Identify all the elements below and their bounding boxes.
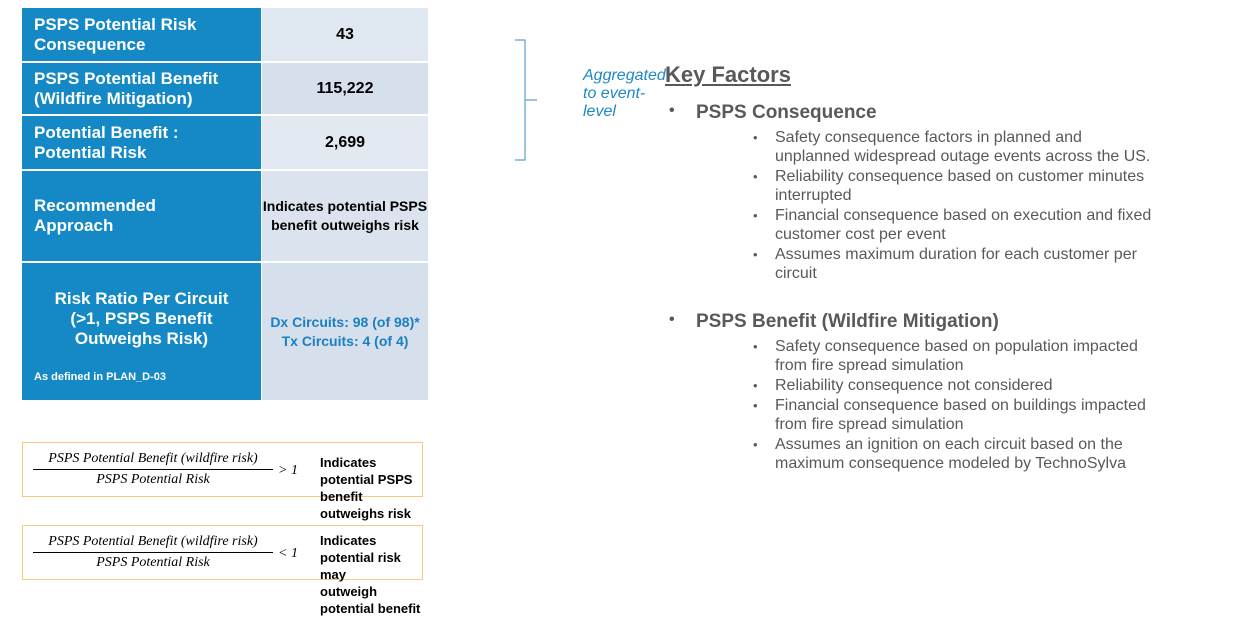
- item-line: maximum consequence modeled by TechnoSyl…: [775, 455, 1127, 472]
- bullet: •: [669, 311, 675, 328]
- factor-item: • Assumes an ignition on each circuit bas…: [665, 435, 1245, 473]
- factor-item: • Safety consequence factors in planned a…: [665, 128, 1245, 166]
- bullet: •: [753, 339, 758, 354]
- aggregation-note: Aggregated to event-level: [583, 67, 666, 121]
- label-line: Potential Benefit :: [34, 122, 179, 142]
- bullet: •: [753, 398, 758, 413]
- item-line: Financial consequence based on execution…: [775, 207, 1152, 224]
- row-value: 2,699: [262, 116, 428, 169]
- value-line: Dx Circuits: 98 (of 98)*: [270, 313, 420, 330]
- group-heading: • PSPS Benefit (Wildfire Mitigation): [665, 311, 1245, 333]
- row-value: 43: [262, 8, 428, 61]
- row-label: Risk Ratio Per Circuit (>1, PSPS Benefit O…: [22, 263, 261, 400]
- value-line: Indicates potential PSPS: [262, 198, 428, 214]
- factor-item: • Reliability consequence not considered: [665, 376, 1245, 395]
- item-line: circuit: [775, 265, 817, 282]
- item-line: from fire spread simulation: [775, 357, 964, 374]
- label-line: Potential Risk: [34, 142, 147, 162]
- row-label: PSPS Potential Risk Consequence: [22, 8, 261, 61]
- denominator: PSPS Potential Risk: [96, 472, 210, 487]
- label-line: Outweighs Risk): [74, 328, 209, 348]
- row-label: PSPS Potential Benefit (Wildfire Mitigati…: [22, 63, 261, 114]
- factor-item: • Safety consequence based on population …: [665, 337, 1245, 375]
- factor-item: • Reliability consequence based on custom…: [665, 167, 1245, 205]
- note-line: Aggregated: [583, 67, 666, 84]
- label-line: PSPS Potential Risk: [34, 14, 197, 34]
- row-label: Recommended Approach: [22, 171, 261, 261]
- label-line: Consequence: [34, 34, 146, 54]
- item-line: unplanned widespread outage events acros…: [775, 148, 1151, 165]
- item-line: Assumes an ignition on each circuit base…: [775, 436, 1123, 453]
- item-line: customer cost per event: [775, 226, 946, 243]
- value-line: 43: [336, 25, 354, 43]
- item-line: interrupted: [775, 187, 852, 204]
- footnote: As defined in PLAN_D-03: [34, 371, 167, 383]
- denominator: PSPS Potential Risk: [96, 555, 210, 570]
- relation: > 1: [278, 463, 298, 478]
- meaning-line: benefit outweighs risk: [320, 489, 412, 521]
- meaning-line: Indicates potential PSPS: [320, 455, 413, 487]
- heading-text: PSPS Benefit (Wildfire Mitigation): [696, 311, 999, 332]
- item-line: Reliability consequence based on custome…: [775, 168, 1145, 185]
- fraction: PSPS Potential Benefit (wildfire risk) PS…: [33, 451, 273, 488]
- numerator: PSPS Potential Benefit (wildfire risk): [33, 451, 273, 470]
- label-line: Recommended: [34, 196, 156, 215]
- factor-item: • Assumes maximum duration for each custo…: [665, 245, 1245, 283]
- meaning: Indicates potential risk may outweigh pot…: [320, 532, 422, 617]
- value-line: 2,699: [324, 133, 366, 151]
- item-line: Reliability consequence not considered: [775, 377, 1053, 394]
- row-label: Potential Benefit : Potential Risk: [22, 116, 261, 169]
- item-line: Safety consequence factors in planned an…: [775, 129, 1082, 146]
- value-line: benefit outweighs risk: [271, 217, 419, 233]
- meaning-line: Indicates potential risk may: [320, 533, 401, 582]
- bullet: •: [753, 169, 758, 184]
- factor-item: • Financial consequence based on building…: [665, 396, 1245, 434]
- row-value: Indicates potential PSPS benefit outweigh…: [262, 171, 428, 261]
- item-line: Assumes maximum duration for each custom…: [775, 246, 1137, 263]
- value-line: Tx Circuits: 4 (of 4): [281, 332, 409, 349]
- note-line: to event-: [583, 85, 646, 102]
- key-factors: Key Factors • PSPS Consequence • Safety cons…: [665, 62, 1245, 474]
- item-line: Financial consequence based on buildings…: [775, 397, 1146, 414]
- page: {"table": {"rows": [ {"label": ["PSPS Po…: [22, 8, 1245, 616]
- key-factors-title: Key Factors: [665, 62, 791, 87]
- bullet: •: [753, 437, 758, 452]
- item-line: from fire spread simulation: [775, 416, 964, 433]
- factor-item: • Financial consequence based on executio…: [665, 206, 1245, 244]
- bullet: •: [753, 130, 758, 145]
- label-line: PSPS Potential Benefit: [34, 68, 219, 88]
- relation: < 1: [278, 546, 298, 561]
- row-value: Dx Circuits: 98 (of 98)* Tx Circuits: 4 (…: [262, 263, 428, 400]
- label-line: (Wildfire Mitigation): [34, 88, 193, 108]
- label-line: (>1, PSPS Benefit: [70, 308, 213, 328]
- numerator: PSPS Potential Benefit (wildfire risk): [33, 534, 273, 553]
- label-line: Approach: [34, 216, 114, 235]
- bullet: •: [753, 208, 758, 223]
- formula-box: PSPS Potential Benefit (wildfire risk) PS…: [22, 525, 423, 616]
- group-heading: • PSPS Consequence: [665, 102, 1245, 124]
- value-line: 115,222: [316, 79, 374, 97]
- bullet: •: [669, 102, 675, 119]
- bullet: •: [753, 378, 758, 393]
- item-line: Safety consequence based on population i…: [775, 338, 1138, 355]
- meaning: Indicates potential PSPS benefit outweigh…: [320, 454, 422, 522]
- heading-text: PSPS Consequence: [696, 102, 877, 123]
- label-line: Risk Ratio Per Circuit: [54, 288, 229, 308]
- bracket: [515, 39, 537, 161]
- row-value: 115,222: [262, 63, 428, 114]
- bullet: •: [753, 247, 758, 262]
- meaning-line: outweigh potential benefit: [320, 584, 421, 616]
- fraction: PSPS Potential Benefit (wildfire risk) PS…: [33, 534, 273, 571]
- note-line: level: [583, 103, 616, 120]
- formula-box: PSPS Potential Benefit (wildfire risk) PS…: [22, 442, 423, 521]
